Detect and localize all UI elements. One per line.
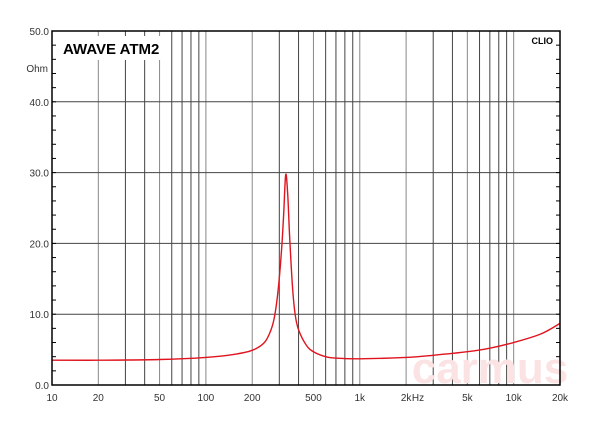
series-layer (51, 173, 561, 361)
y-tick-label: 0.0 (35, 381, 49, 392)
x-tick-label: 5k (462, 393, 474, 404)
title-box (58, 36, 170, 60)
x-tick-label: 50 (154, 393, 166, 404)
y-axis-label: Ohm (26, 64, 48, 75)
y-tick-label: 30.0 (30, 169, 50, 180)
y-tick-label: 50.0 (30, 27, 50, 38)
x-tick-label: 1k (355, 393, 367, 404)
brand-label: CLIO (532, 36, 554, 46)
x-axis-label: Hz (412, 393, 424, 404)
grid (52, 30, 561, 386)
y-tick-label: 10.0 (30, 310, 50, 321)
series-line-impedance (51, 173, 561, 361)
x-tick-label: 20 (93, 393, 105, 404)
plot-border (51, 30, 561, 386)
x-tick-label: 500 (305, 393, 322, 404)
x-tick-label: 2k (401, 393, 413, 404)
y-tick-label: 20.0 (30, 239, 50, 250)
chart-title: AWAVE ATM2 (63, 41, 159, 58)
x-tick-label: 10 (46, 393, 58, 404)
x-tick-label: 100 (198, 393, 215, 404)
brand-box (522, 34, 556, 46)
x-tick-label: 20k (552, 393, 569, 404)
y-tick-label: 40.0 (30, 98, 50, 109)
x-tick-label: 200 (244, 393, 261, 404)
x-tick-label: 10k (506, 393, 523, 404)
tick-labels: 0.0 10.0 20.0 30.0 40.0 50.0 10 20 50 100 200 500 1k… (30, 27, 570, 404)
